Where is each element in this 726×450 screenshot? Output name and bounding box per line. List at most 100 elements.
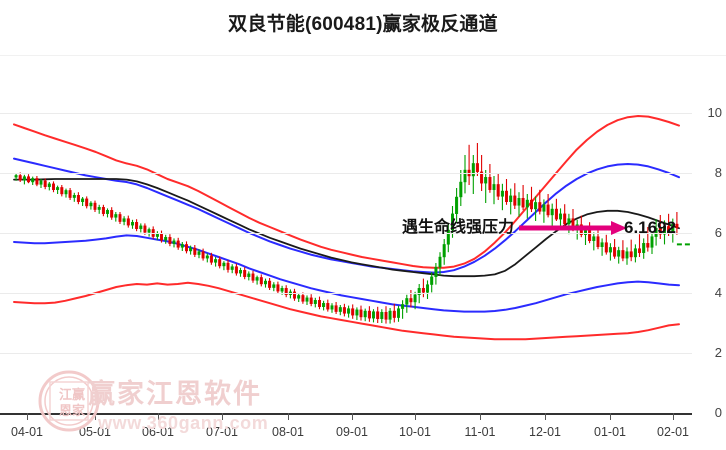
title-divider xyxy=(0,55,726,56)
candle-body xyxy=(621,250,625,259)
candle-body xyxy=(172,240,176,245)
candle-body xyxy=(397,308,401,318)
candle-body xyxy=(475,163,479,173)
candle-body xyxy=(442,244,446,258)
candle-body xyxy=(342,307,346,314)
candle-body xyxy=(243,269,247,277)
x-axis-tick xyxy=(95,413,96,420)
x-axis-tick xyxy=(610,413,611,420)
candle-body xyxy=(318,299,322,307)
candle-body xyxy=(588,230,592,242)
candle-body xyxy=(608,247,612,253)
candle-body xyxy=(97,206,101,210)
candle-body xyxy=(301,295,305,302)
channel-line xyxy=(13,234,680,313)
candle-body xyxy=(101,206,105,214)
candle-body xyxy=(409,298,413,303)
candle-body xyxy=(513,195,517,206)
x-axis-tick xyxy=(673,413,674,420)
x-axis-tick-label: 05-01 xyxy=(79,425,111,439)
candle-body xyxy=(151,229,155,237)
candle-body xyxy=(39,180,43,185)
candle-body xyxy=(313,299,317,304)
brand-seal-icon: 江 赢 恩 家 xyxy=(38,370,100,432)
candle-body xyxy=(376,311,380,320)
candle-body xyxy=(238,269,242,274)
y-axis-tick-label: 8 xyxy=(714,165,722,180)
candle-body xyxy=(43,180,47,188)
candle-body xyxy=(22,176,26,181)
candle-body xyxy=(592,236,596,242)
candle-body xyxy=(413,294,417,303)
candle-body xyxy=(264,280,268,285)
candle-body xyxy=(135,221,139,229)
candle-body xyxy=(638,248,642,254)
candle-body xyxy=(534,202,538,210)
candle-body xyxy=(600,242,604,248)
candle-body xyxy=(143,225,147,233)
gridline xyxy=(0,233,692,234)
candle-body xyxy=(667,226,671,232)
candle-body xyxy=(280,287,284,292)
price-chart-plot xyxy=(0,95,726,413)
candle-body xyxy=(642,242,646,253)
candle-body xyxy=(654,227,658,237)
candle-body xyxy=(322,302,326,307)
candle-body xyxy=(326,302,330,310)
candle-body xyxy=(218,259,222,267)
candle-body xyxy=(305,297,309,302)
gridline xyxy=(0,173,692,174)
x-axis-tick-label: 09-01 xyxy=(336,425,368,439)
y-axis-tick-label: 2 xyxy=(714,345,722,360)
x-axis-tick xyxy=(27,413,28,420)
x-axis-tick-label: 06-01 xyxy=(142,425,174,439)
candle-body xyxy=(201,251,205,259)
x-axis-tick xyxy=(288,413,289,420)
x-axis-tick-label: 08-01 xyxy=(272,425,304,439)
svg-text:赢: 赢 xyxy=(72,387,85,403)
x-axis-tick-label: 07-01 xyxy=(206,425,238,439)
candle-body xyxy=(35,178,39,185)
candle-body xyxy=(293,291,297,299)
candle-body xyxy=(542,204,546,212)
candle-body xyxy=(559,213,563,220)
candle-body xyxy=(118,214,122,222)
candle-body xyxy=(525,199,529,208)
candle-body xyxy=(251,273,255,281)
channel-line xyxy=(13,281,680,341)
candle-body xyxy=(405,298,409,305)
candle-body xyxy=(351,308,355,316)
candle-body xyxy=(347,308,351,314)
candle-body xyxy=(230,266,234,270)
x-axis-tick xyxy=(222,413,223,420)
candle-body xyxy=(105,209,109,214)
candle-body xyxy=(401,304,405,309)
y-axis-tick-label: 0 xyxy=(714,405,722,420)
candle-body xyxy=(47,183,51,188)
candle-body xyxy=(309,297,313,305)
candle-body xyxy=(52,183,56,191)
candle-body xyxy=(155,233,159,237)
channel-line xyxy=(13,115,680,269)
candle-body xyxy=(426,284,430,293)
y-axis-tick-label: 6 xyxy=(714,225,722,240)
candle-body xyxy=(567,218,571,225)
candle-body xyxy=(372,311,376,319)
candle-body xyxy=(81,198,85,203)
candle-body xyxy=(147,229,151,233)
candle-body xyxy=(209,255,213,263)
watermark-brand: 赢家江恩软件 xyxy=(88,379,262,409)
candle-body xyxy=(446,229,450,245)
candle-body xyxy=(530,199,534,210)
candle-body xyxy=(663,226,667,235)
x-axis-tick-label: 04-01 xyxy=(11,425,43,439)
x-axis-tick-label: 10-01 xyxy=(399,425,431,439)
candle-body xyxy=(633,248,637,258)
candle-body xyxy=(338,307,342,312)
y-axis-tick-label: 10 xyxy=(707,105,722,120)
candle-body xyxy=(554,208,558,220)
candle-body xyxy=(434,266,438,277)
candle-body xyxy=(417,287,421,295)
candle-body xyxy=(334,305,338,312)
candle-body xyxy=(355,309,359,316)
